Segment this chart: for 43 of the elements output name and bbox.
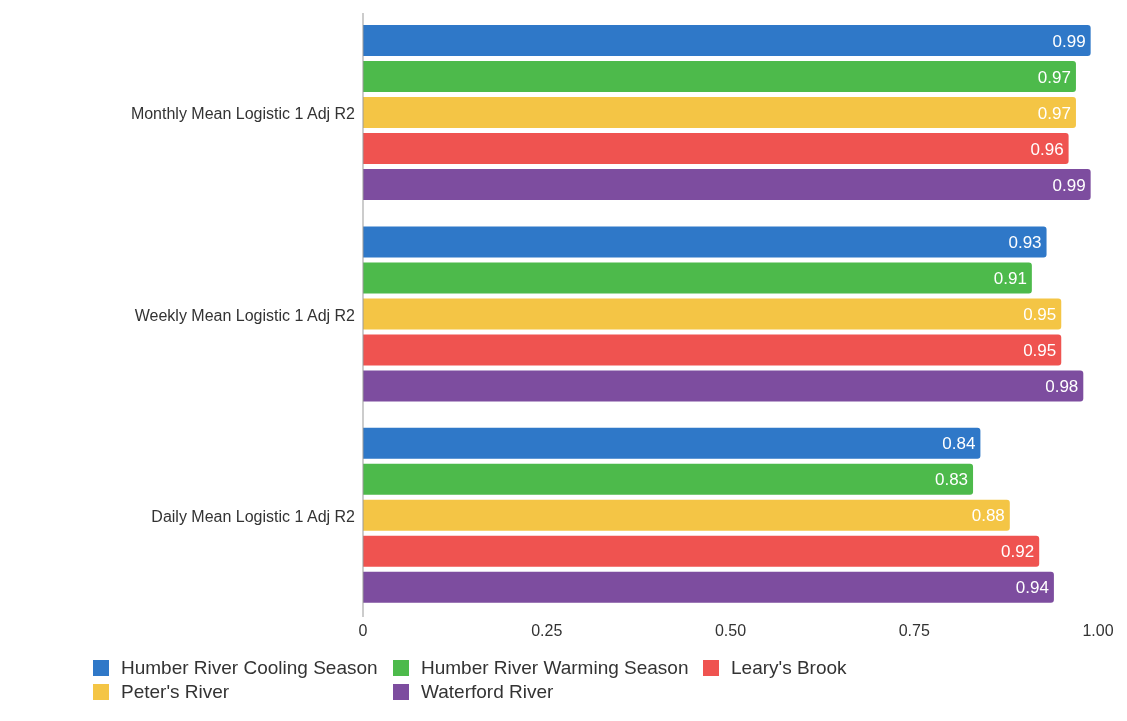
legend-label: Leary's Brook [731, 657, 847, 679]
y-tick-label: Daily Mean Logistic 1 Adj R2 [151, 508, 356, 526]
data-label: 0.88 [971, 506, 1005, 526]
data-label: 0.97 [1037, 103, 1071, 123]
legend-label: Humber River Cooling Season [121, 657, 378, 679]
bar [363, 463, 974, 495]
data-label: 0.95 [1023, 304, 1057, 324]
legend-label: Humber River Warming Season [421, 657, 689, 679]
legend-label: Peter's River [121, 681, 230, 703]
y-tick-label: Monthly Mean Logistic 1 Adj R2 [130, 105, 356, 123]
data-label: 0.98 [1045, 376, 1079, 396]
bar [363, 427, 981, 459]
data-label: 0.84 [942, 434, 976, 454]
bar [363, 226, 1047, 258]
bar [363, 370, 1084, 402]
x-tick-label: 1.00 [1082, 622, 1114, 640]
legend-label: Waterford River [421, 681, 554, 703]
data-label: 0.92 [1001, 542, 1035, 562]
data-label: 0.96 [1030, 139, 1064, 159]
data-label: 0.91 [993, 268, 1027, 288]
bar [363, 169, 1091, 201]
data-label: 0.83 [934, 470, 969, 490]
bar [363, 262, 1032, 294]
bar [363, 97, 1076, 129]
bar [363, 298, 1062, 330]
bar [363, 25, 1091, 57]
data-label: 0.99 [1052, 175, 1086, 195]
data-label: 0.93 [1008, 232, 1042, 252]
bar [363, 61, 1076, 93]
bar [363, 535, 1040, 567]
x-tick-label: 0.25 [531, 622, 563, 640]
x-tick-label: 0.50 [714, 622, 747, 640]
x-tick-label: 0.75 [898, 622, 930, 640]
data-label: 0.94 [1015, 578, 1049, 598]
data-label: 0.97 [1037, 67, 1071, 87]
bar [363, 571, 1054, 603]
bar [363, 334, 1062, 366]
y-tick-label: Weekly Mean Logistic 1 Adj R2 [134, 306, 356, 324]
data-label: 0.99 [1052, 31, 1086, 51]
bar [363, 499, 1010, 531]
data-label: 0.95 [1023, 340, 1057, 360]
bar [363, 133, 1069, 165]
x-tick-label: 0 [358, 622, 368, 640]
